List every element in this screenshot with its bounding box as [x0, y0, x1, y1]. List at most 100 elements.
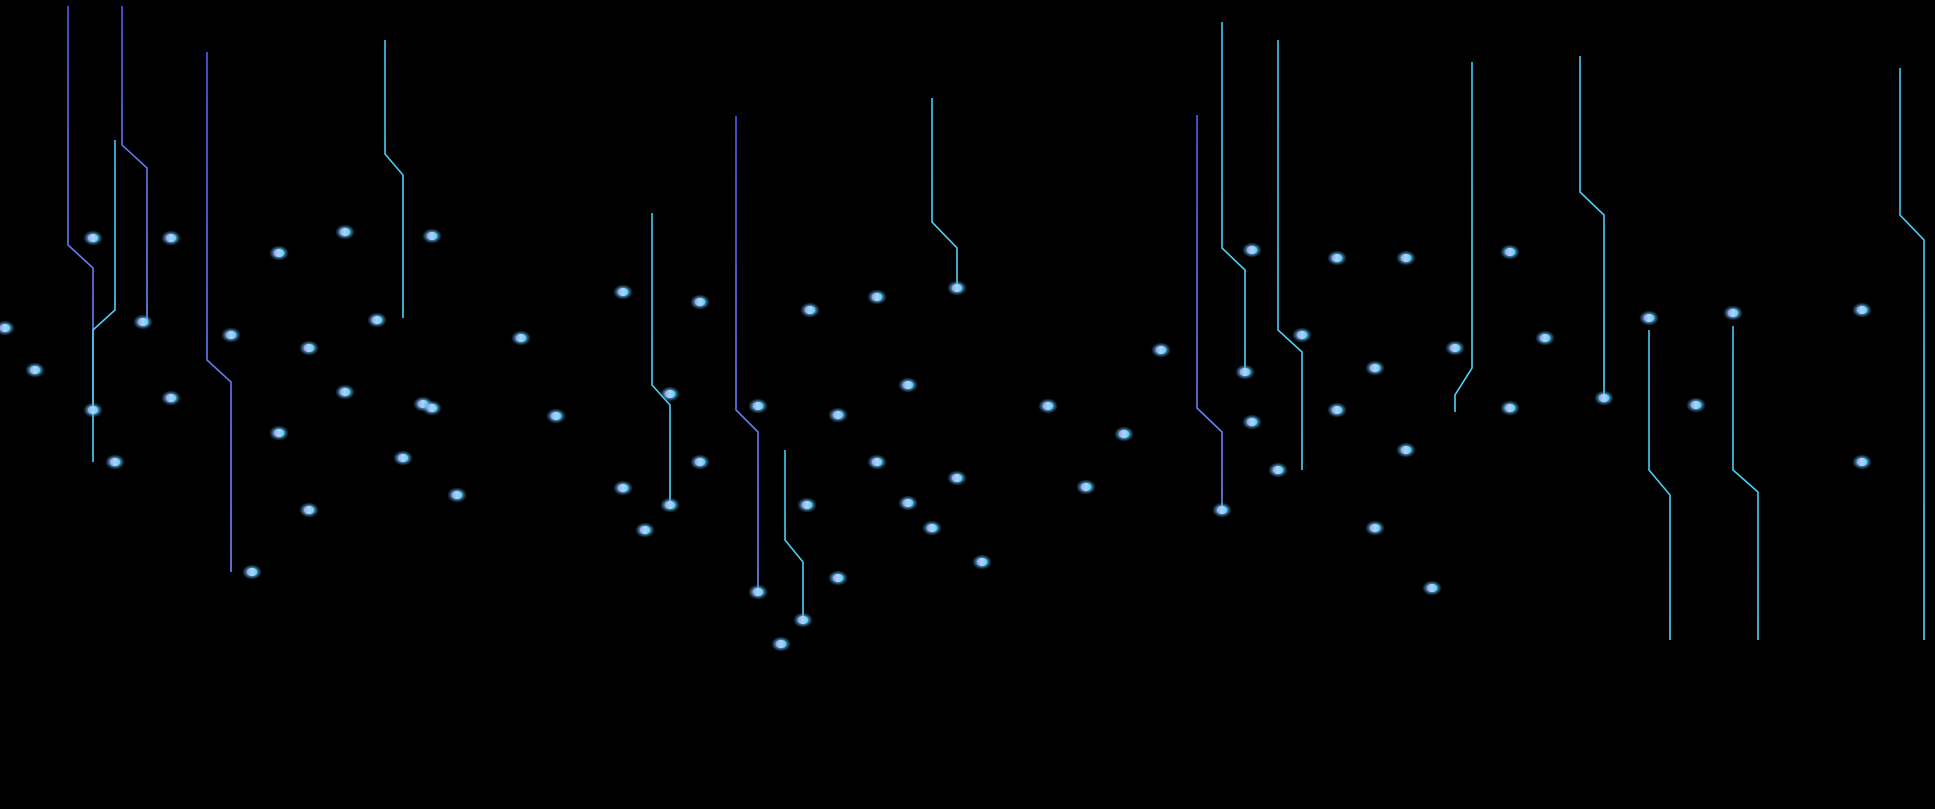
circuit-trace [1221, 22, 1246, 372]
node-core-icon [951, 474, 963, 482]
terminal-node [947, 280, 967, 296]
terminal-node [335, 384, 355, 400]
terminal-node [299, 502, 319, 518]
terminal-node [1365, 520, 1385, 536]
terminal-node [1365, 360, 1385, 376]
circuit-trace [92, 140, 116, 462]
terminal-node [0, 320, 15, 336]
terminal-node [660, 386, 680, 402]
node-core-icon [550, 412, 562, 420]
node-core-icon [1400, 254, 1412, 262]
node-core-icon [1643, 314, 1655, 322]
node-core-icon [694, 298, 706, 306]
circuit-trace [1196, 115, 1223, 510]
circuit-trace [206, 52, 232, 572]
terminal-node [972, 554, 992, 570]
circuit-trace [784, 450, 804, 620]
circuit-trace [1454, 62, 1473, 412]
terminal-node [635, 522, 655, 538]
node-core-icon [801, 501, 813, 509]
terminal-node [867, 454, 887, 470]
node-core-icon [371, 316, 383, 324]
terminal-node [422, 400, 442, 416]
terminal-node [613, 284, 633, 300]
node-core-icon [639, 526, 651, 534]
terminal-node [1396, 250, 1416, 266]
node-core-icon [87, 406, 99, 414]
node-core-icon [871, 458, 883, 466]
terminal-node [1151, 342, 1171, 358]
node-core-icon [1246, 246, 1258, 254]
terminal-node [1292, 327, 1312, 343]
node-core-icon [339, 388, 351, 396]
node-core-icon [303, 344, 315, 352]
node-core-icon [1504, 404, 1516, 412]
terminal-node [1114, 426, 1134, 442]
terminal-node [83, 402, 103, 418]
node-core-icon [1449, 344, 1461, 352]
terminal-node [1327, 250, 1347, 266]
terminal-node [947, 470, 967, 486]
node-core-icon [339, 228, 351, 236]
terminal-node [1038, 398, 1058, 414]
circuit-trace [1648, 330, 1671, 640]
node-core-icon [1690, 401, 1702, 409]
terminal-node [447, 487, 467, 503]
node-core-icon [752, 588, 764, 596]
terminal-node [898, 495, 918, 511]
node-core-icon [1400, 446, 1412, 454]
node-core-icon [871, 293, 883, 301]
terminal-node [1242, 242, 1262, 258]
terminal-node [299, 340, 319, 356]
node-core-icon [1426, 584, 1438, 592]
node-core-icon [1080, 483, 1092, 491]
terminal-node [1235, 364, 1255, 380]
node-core-icon [426, 404, 438, 412]
node-core-icon [1539, 334, 1551, 342]
terminal-node [1686, 397, 1706, 413]
node-core-icon [617, 288, 629, 296]
terminal-node [690, 454, 710, 470]
terminal-node [690, 294, 710, 310]
node-core-icon [804, 306, 816, 314]
node-core-icon [1369, 364, 1381, 372]
node-core-icon [29, 366, 41, 374]
terminal-node [1723, 305, 1743, 321]
node-core-icon [902, 499, 914, 507]
terminal-node [1268, 462, 1288, 478]
node-core-icon [832, 574, 844, 582]
terminal-node [748, 584, 768, 600]
node-core-icon [1118, 430, 1130, 438]
circuit-trace [121, 6, 148, 320]
terminal-node [546, 408, 566, 424]
terminal-node [422, 228, 442, 244]
terminal-node [922, 520, 942, 536]
node-core-icon [1331, 406, 1343, 414]
terminal-node [800, 302, 820, 318]
terminal-node [367, 312, 387, 328]
node-core-icon [1042, 402, 1054, 410]
node-core-icon [225, 331, 237, 339]
circuit-trace [1732, 326, 1759, 640]
terminal-node [83, 230, 103, 246]
node-core-icon [303, 506, 315, 514]
terminal-node [867, 289, 887, 305]
terminal-node [1445, 340, 1465, 356]
terminal-node [269, 245, 289, 261]
node-core-icon [664, 501, 676, 509]
terminal-node [161, 230, 181, 246]
node-core-icon [426, 232, 438, 240]
node-core-icon [246, 568, 258, 576]
terminal-node [1422, 580, 1442, 596]
terminal-node [797, 497, 817, 513]
node-core-icon [397, 454, 409, 462]
terminal-node [1327, 402, 1347, 418]
terminal-node [771, 636, 791, 652]
node-core-icon [1272, 466, 1284, 474]
terminal-node [660, 497, 680, 513]
terminal-node [335, 224, 355, 240]
node-core-icon [273, 249, 285, 257]
node-core-icon [926, 524, 938, 532]
terminal-node [1500, 244, 1520, 260]
